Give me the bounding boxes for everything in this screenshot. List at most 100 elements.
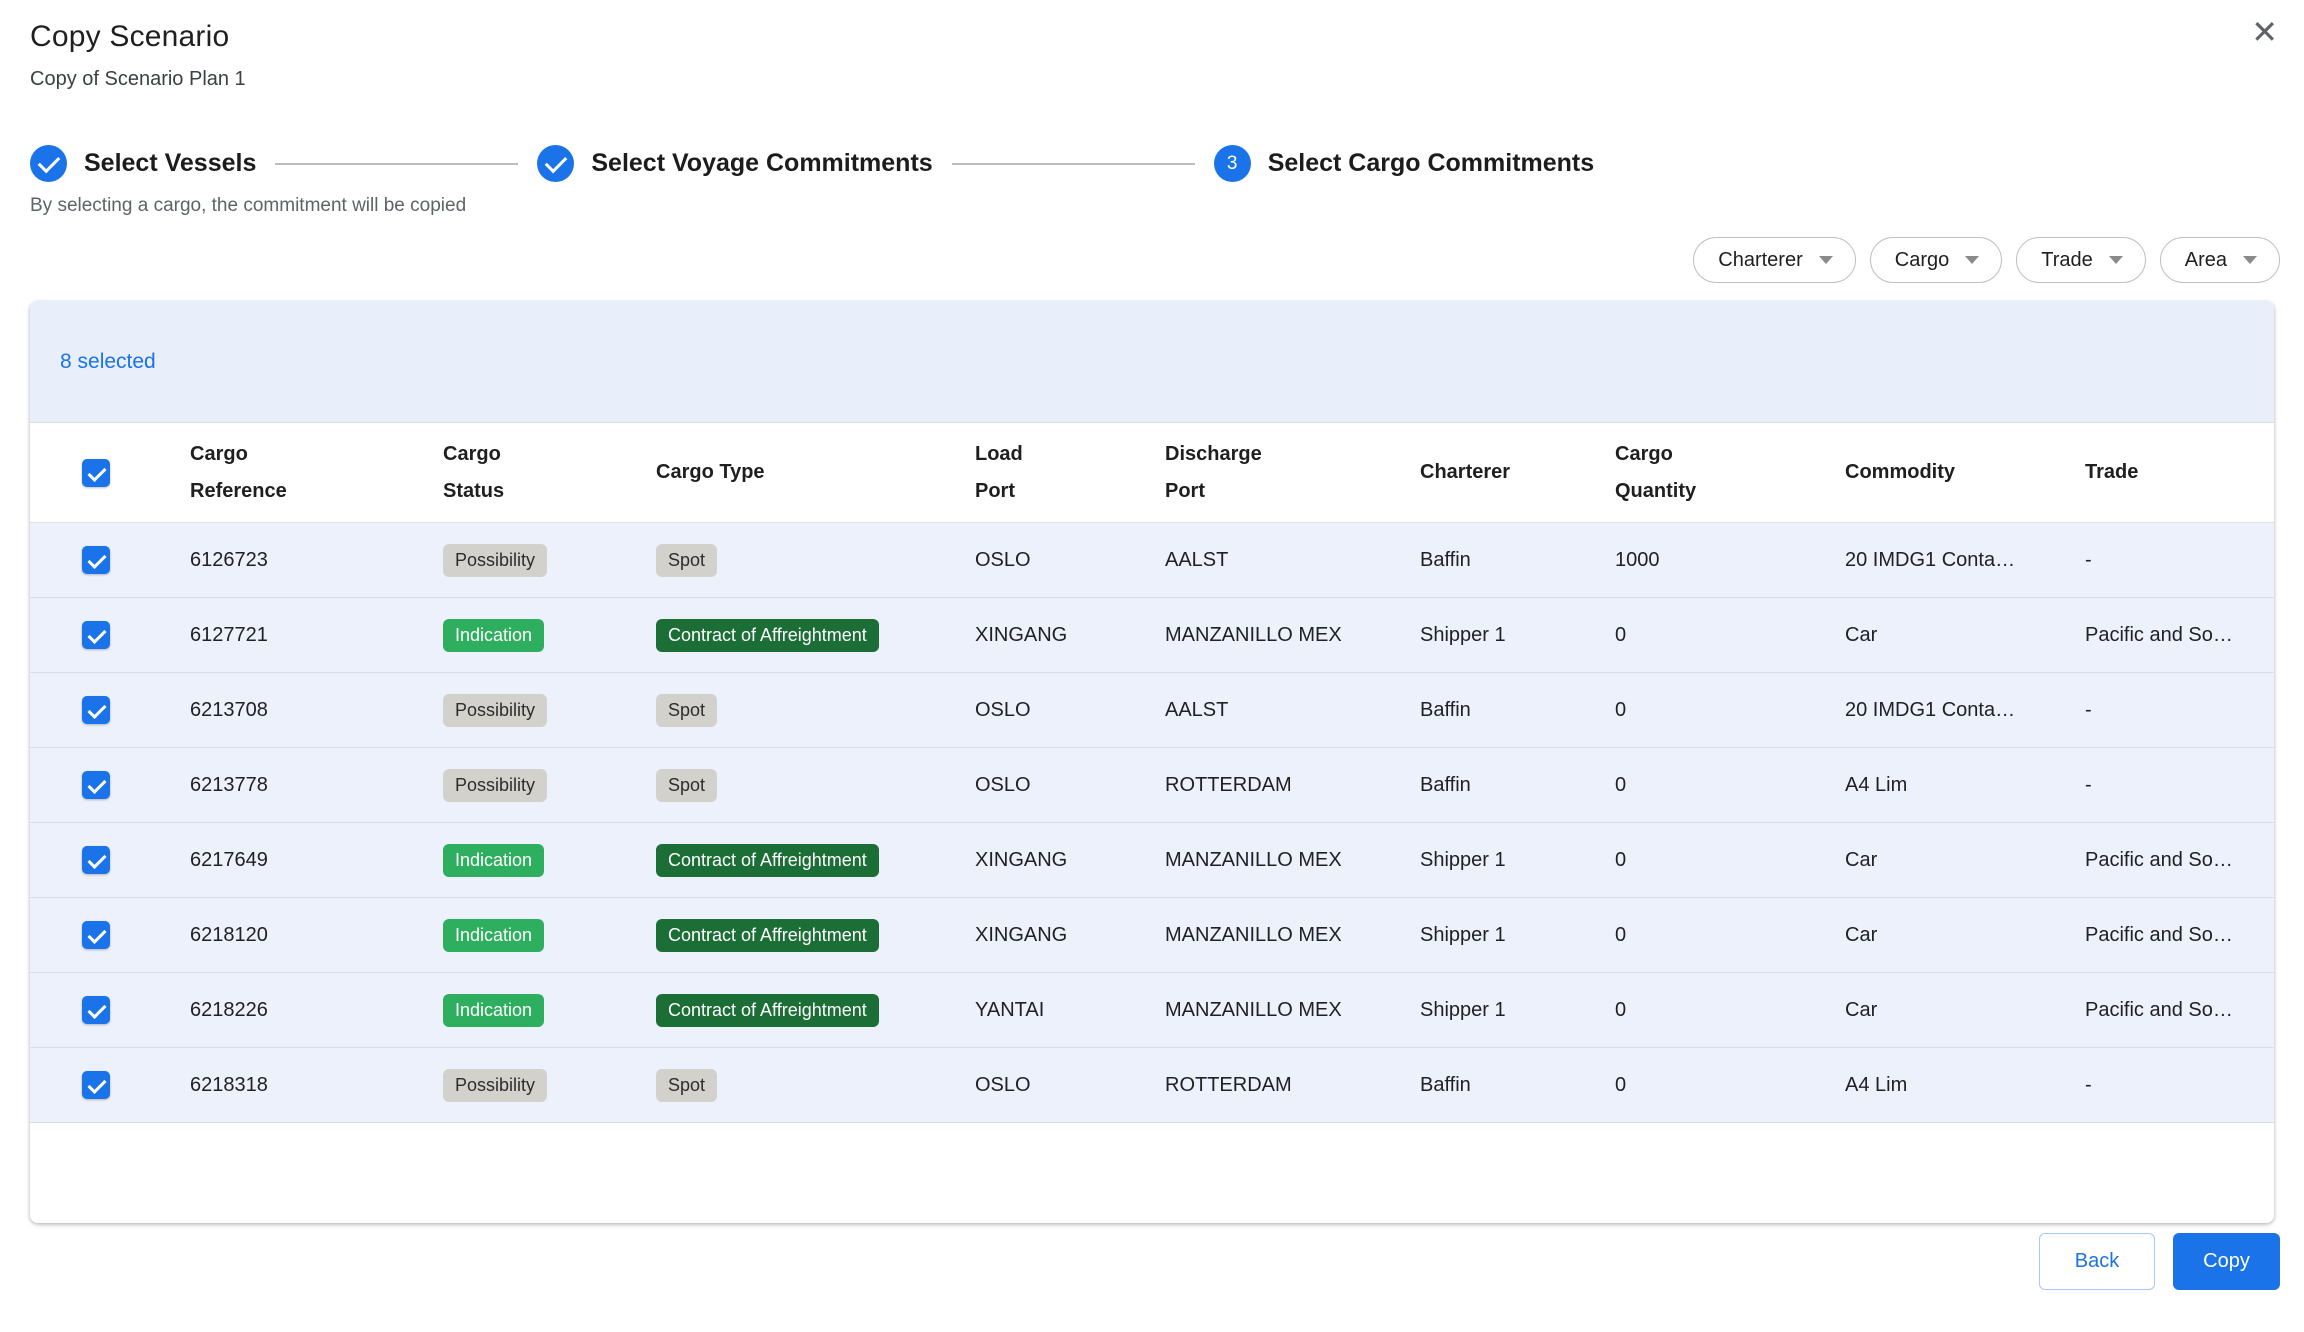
select-all-checkbox[interactable]: [82, 459, 110, 487]
step-label: Select Voyage Commitments: [591, 149, 932, 178]
cargo-type-badge: Contract of Affreightment: [656, 994, 879, 1027]
cell-load-port: OSLO: [975, 549, 1165, 572]
cell-trade: -: [2085, 774, 2274, 797]
cell-charterer: Baffin: [1420, 774, 1615, 797]
row-checkbox[interactable]: [82, 921, 110, 949]
cell-cargo-quantity: 0: [1615, 999, 1845, 1022]
cargo-status-badge: Indication: [443, 619, 544, 652]
cargo-status-badge: Indication: [443, 994, 544, 1027]
row-checkbox[interactable]: [82, 546, 110, 574]
back-button[interactable]: Back: [2039, 1233, 2155, 1290]
filter-area[interactable]: Area: [2160, 237, 2280, 283]
chevron-down-icon: [2109, 256, 2123, 264]
row-checkbox[interactable]: [82, 621, 110, 649]
cell-cargo-reference: 6213778: [190, 774, 443, 797]
cell-discharge-port: MANZANILLO MEX: [1165, 849, 1420, 872]
cell-load-port: XINGANG: [975, 624, 1165, 647]
chevron-down-icon: [2243, 256, 2257, 264]
page-title: Copy Scenario: [30, 20, 2274, 54]
cargo-type-badge: Spot: [656, 694, 717, 727]
cell-commodity: Car: [1845, 924, 2085, 947]
filter-trade[interactable]: Trade: [2016, 237, 2146, 283]
row-checkbox[interactable]: [82, 696, 110, 724]
col-cargo-status: Cargo Status: [443, 436, 656, 510]
cell-load-port: YANTAI: [975, 999, 1165, 1022]
col-trade: Trade: [2085, 454, 2274, 491]
step-select-voyage-commitments[interactable]: Select Voyage Commitments: [537, 145, 932, 182]
table-row[interactable]: 6218226 Indication Contract of Affreight…: [30, 973, 2274, 1048]
cell-charterer: Baffin: [1420, 699, 1615, 722]
close-icon[interactable]: ✕: [2251, 16, 2278, 48]
col-cargo-reference: Cargo Reference: [190, 436, 443, 510]
table-row[interactable]: 6126723 Possibility Spot OSLO AALST Baff…: [30, 523, 2274, 598]
table-row[interactable]: 6217649 Indication Contract of Affreight…: [30, 823, 2274, 898]
step-label: Select Vessels: [84, 149, 256, 178]
cell-load-port: OSLO: [975, 1074, 1165, 1097]
cell-discharge-port: AALST: [1165, 549, 1420, 572]
cell-cargo-quantity: 0: [1615, 699, 1845, 722]
step-select-cargo-commitments[interactable]: 3 Select Cargo Commitments: [1214, 145, 1594, 182]
dialog-actions: Back Copy: [24, 1233, 2280, 1290]
selected-count: 8 selected: [60, 350, 156, 374]
step-connector: [275, 163, 518, 165]
col-commodity: Commodity: [1845, 454, 2085, 491]
cell-commodity: A4 Lim: [1845, 774, 2085, 797]
row-checkbox[interactable]: [82, 996, 110, 1024]
cell-charterer: Shipper 1: [1420, 624, 1615, 647]
table-row[interactable]: 6127721 Indication Contract of Affreight…: [30, 598, 2274, 673]
step-number-badge: 3: [1214, 145, 1251, 182]
cell-trade: -: [2085, 1074, 2274, 1097]
row-checkbox[interactable]: [82, 771, 110, 799]
col-cargo-quantity: Cargo Quantity: [1615, 436, 1845, 510]
cargo-status-badge: Indication: [443, 919, 544, 952]
step-select-vessels[interactable]: Select Vessels: [30, 145, 256, 182]
cargo-commitments-panel: 8 selected Cargo Reference Cargo Status …: [30, 301, 2274, 1223]
row-checkbox[interactable]: [82, 1071, 110, 1099]
cell-discharge-port: MANZANILLO MEX: [1165, 999, 1420, 1022]
stepper: Select Vessels Select Voyage Commitments…: [30, 145, 2274, 182]
cell-charterer: Baffin: [1420, 1074, 1615, 1097]
table-row[interactable]: 6213708 Possibility Spot OSLO AALST Baff…: [30, 673, 2274, 748]
cell-cargo-reference: 6213708: [190, 699, 443, 722]
col-cargo-type: Cargo Type: [656, 454, 975, 491]
col-charterer: Charterer: [1420, 454, 1615, 491]
cargo-status-badge: Possibility: [443, 769, 547, 802]
cell-cargo-reference: 6218226: [190, 999, 443, 1022]
cell-commodity: Car: [1845, 999, 2085, 1022]
chevron-down-icon: [1819, 256, 1833, 264]
cell-trade: Pacific and So…: [2085, 624, 2274, 647]
cell-cargo-quantity: 0: [1615, 849, 1845, 872]
cell-cargo-quantity: 0: [1615, 924, 1845, 947]
cell-trade: Pacific and So…: [2085, 849, 2274, 872]
cargo-type-badge: Contract of Affreightment: [656, 619, 879, 652]
cell-load-port: OSLO: [975, 699, 1165, 722]
filter-cargo[interactable]: Cargo: [1870, 237, 2002, 283]
table-row[interactable]: 6218318 Possibility Spot OSLO ROTTERDAM …: [30, 1048, 2274, 1123]
cell-load-port: OSLO: [975, 774, 1165, 797]
cell-cargo-reference: 6218318: [190, 1074, 443, 1097]
cell-cargo-quantity: 0: [1615, 774, 1845, 797]
dialog-header: Copy Scenario Copy of Scenario Plan 1: [0, 0, 2304, 91]
cargo-type-badge: Spot: [656, 544, 717, 577]
row-checkbox[interactable]: [82, 846, 110, 874]
cargo-type-badge: Contract of Affreightment: [656, 844, 879, 877]
dialog-subtitle: Copy of Scenario Plan 1: [30, 68, 2274, 91]
cargo-type-badge: Contract of Affreightment: [656, 919, 879, 952]
cell-discharge-port: ROTTERDAM: [1165, 1074, 1420, 1097]
table-footer-spacer: [30, 1123, 2274, 1223]
filter-charterer[interactable]: Charterer: [1693, 237, 1855, 283]
cell-charterer: Shipper 1: [1420, 924, 1615, 947]
col-load-port: Load Port: [975, 436, 1165, 510]
step-complete-check-icon: [537, 145, 574, 182]
cell-cargo-reference: 6217649: [190, 849, 443, 872]
copy-button[interactable]: Copy: [2173, 1233, 2280, 1290]
cell-cargo-quantity: 1000: [1615, 549, 1845, 572]
cell-trade: -: [2085, 549, 2274, 572]
cell-load-port: XINGANG: [975, 924, 1165, 947]
cell-commodity: Car: [1845, 624, 2085, 647]
table-row[interactable]: 6218120 Indication Contract of Affreight…: [30, 898, 2274, 973]
table-row[interactable]: 6213778 Possibility Spot OSLO ROTTERDAM …: [30, 748, 2274, 823]
cell-commodity: 20 IMDG1 Conta…: [1845, 699, 2085, 722]
cargo-status-badge: Possibility: [443, 694, 547, 727]
cargo-status-badge: Possibility: [443, 544, 547, 577]
